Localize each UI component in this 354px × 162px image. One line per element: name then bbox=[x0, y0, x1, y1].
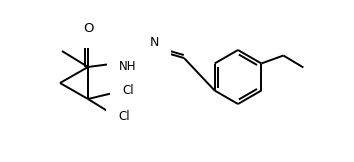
Text: N: N bbox=[149, 36, 159, 50]
Text: NH: NH bbox=[119, 60, 137, 74]
Text: Cl: Cl bbox=[118, 110, 130, 123]
Text: Cl: Cl bbox=[122, 85, 133, 98]
Text: O: O bbox=[83, 22, 93, 35]
